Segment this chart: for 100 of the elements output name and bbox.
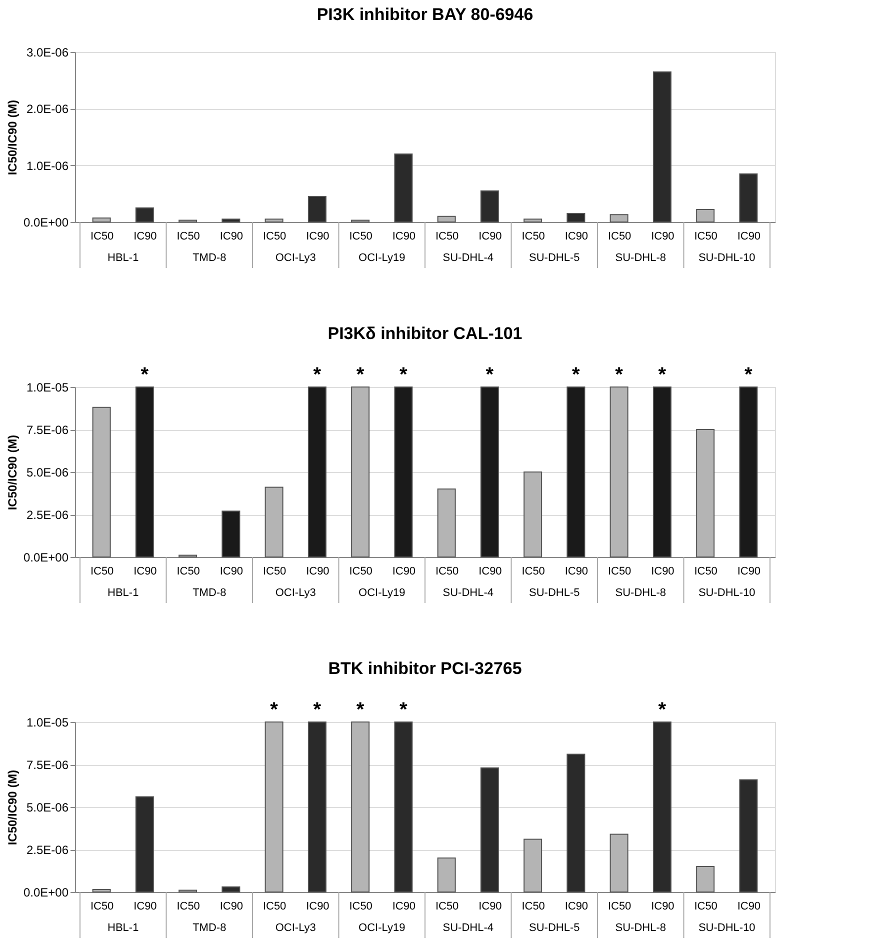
- y-tick-label: 2.5E-06: [26, 843, 69, 857]
- y-tick-label: 7.5E-06: [26, 758, 69, 772]
- data-label: *: [313, 364, 322, 386]
- y-tick-label: 0.0E+00: [23, 216, 69, 230]
- y-tick-label: 0.0E+00: [23, 886, 69, 900]
- x-tick-label: IC50: [608, 230, 632, 242]
- x-tick-label: IC90: [392, 230, 416, 242]
- y-axis-title: IC50/IC90 (M): [5, 434, 20, 510]
- chart-title: PI3Kδ inhibitor CAL-101: [328, 324, 522, 343]
- text: TMD-8: [192, 587, 226, 599]
- bar: [437, 488, 456, 558]
- text: OCI-Ly19: [358, 922, 406, 934]
- x-tick-label: IC50: [694, 566, 718, 578]
- text: OCI-Ly19: [358, 252, 406, 264]
- data-label: *: [486, 364, 494, 386]
- x-tick-label: IC50: [608, 900, 632, 912]
- text: SU-DHL-10: [698, 252, 756, 264]
- text: TMD-8: [192, 252, 226, 264]
- bar: [394, 722, 413, 892]
- bar: [566, 386, 586, 558]
- x-tick-label: IC50: [435, 900, 459, 912]
- data-label: *: [356, 364, 364, 386]
- text: OCI-Ly19: [358, 587, 406, 599]
- bar: [92, 218, 111, 222]
- x-tick-label: IC90: [220, 900, 244, 912]
- x-tick-label: IC50: [90, 900, 114, 912]
- x-tick-label: IC90: [651, 566, 674, 578]
- data-label: *: [744, 364, 753, 386]
- x-tick-label: IC90: [651, 230, 674, 242]
- bar: [351, 386, 370, 558]
- y-tick-label: 1.0E-05: [26, 716, 69, 730]
- x-tick-label: IC90: [478, 566, 502, 578]
- bar: [308, 196, 326, 222]
- x-tick-label: IC90: [134, 566, 157, 578]
- bar: [222, 510, 240, 558]
- data-label: *: [400, 364, 408, 386]
- y-tick-label: 1.0E-06: [26, 158, 69, 173]
- text: HBL-1: [108, 587, 139, 599]
- bar: [610, 834, 628, 892]
- bar: [222, 886, 240, 892]
- bar: [351, 722, 370, 892]
- text: HBL-1: [108, 252, 139, 264]
- text: OCI-Ly3: [275, 587, 316, 599]
- x-tick-label: IC90: [651, 900, 674, 912]
- bar: [222, 218, 240, 222]
- y-tick-label: 5.0E-06: [26, 466, 69, 480]
- x-tick-label: IC90: [737, 230, 761, 242]
- bar: [524, 472, 542, 558]
- x-tick-label: IC50: [694, 900, 718, 912]
- data-label: *: [658, 364, 666, 386]
- text: SU-DHL-5: [529, 587, 580, 599]
- text: SU-DHL-5: [529, 922, 580, 934]
- x-tick-label: IC50: [349, 566, 372, 578]
- y-axis-title: IC50/IC90 (M): [5, 770, 20, 846]
- bar: [739, 779, 758, 892]
- x-tick-label: IC50: [435, 566, 459, 578]
- x-tick-label: IC90: [564, 566, 588, 578]
- text: SU-DHL-8: [615, 587, 666, 599]
- x-tick-label: IC90: [478, 230, 502, 242]
- x-tick-label: IC50: [349, 900, 372, 912]
- x-tick-label: IC90: [478, 900, 502, 912]
- text: HBL-1: [108, 922, 139, 934]
- text: SU-DHL-8: [615, 252, 666, 264]
- x-tick-label: IC90: [392, 566, 416, 578]
- bar: [437, 858, 456, 892]
- x-tick-label: IC90: [306, 230, 330, 242]
- x-tick-label: IC90: [564, 230, 588, 242]
- bar: [135, 796, 154, 892]
- bar: [610, 386, 628, 558]
- y-tick-label: 7.5E-06: [26, 423, 69, 437]
- y-tick-label: 5.0E-06: [26, 800, 69, 814]
- x-tick-label: IC50: [90, 230, 114, 242]
- bar: [652, 386, 672, 558]
- data-label: *: [140, 364, 149, 386]
- x-tick-label: IC50: [176, 230, 200, 242]
- x-tick-label: IC90: [392, 900, 416, 912]
- data-label: *: [313, 699, 322, 721]
- y-axis-title: IC50/IC90 (M): [5, 100, 20, 176]
- text: SU-DHL-8: [615, 922, 666, 934]
- bar: [652, 722, 672, 892]
- x-tick-label: IC50: [522, 230, 545, 242]
- y-tick-label: 3.0E-06: [26, 46, 69, 60]
- bar: [480, 767, 499, 892]
- bar: [696, 866, 715, 892]
- y-tick-label: 2.5E-06: [26, 508, 69, 522]
- bar: [92, 888, 111, 892]
- bar: [696, 429, 715, 558]
- data-label: *: [400, 699, 408, 721]
- text: SU-DHL-4: [442, 252, 494, 264]
- x-tick-label: IC50: [262, 900, 286, 912]
- text: TMD-8: [192, 922, 226, 934]
- y-tick-label: 2.0E-06: [26, 102, 69, 116]
- bar: [308, 386, 326, 558]
- x-tick-label: IC90: [564, 900, 588, 912]
- bar: [652, 71, 672, 222]
- x-tick-label: IC50: [608, 566, 632, 578]
- text: OCI-Ly3: [275, 922, 316, 934]
- text: SU-DHL-10: [698, 922, 756, 934]
- chart-title: PI3K inhibitor BAY 80-6946: [316, 5, 534, 24]
- text: SU-DHL-4: [442, 587, 494, 599]
